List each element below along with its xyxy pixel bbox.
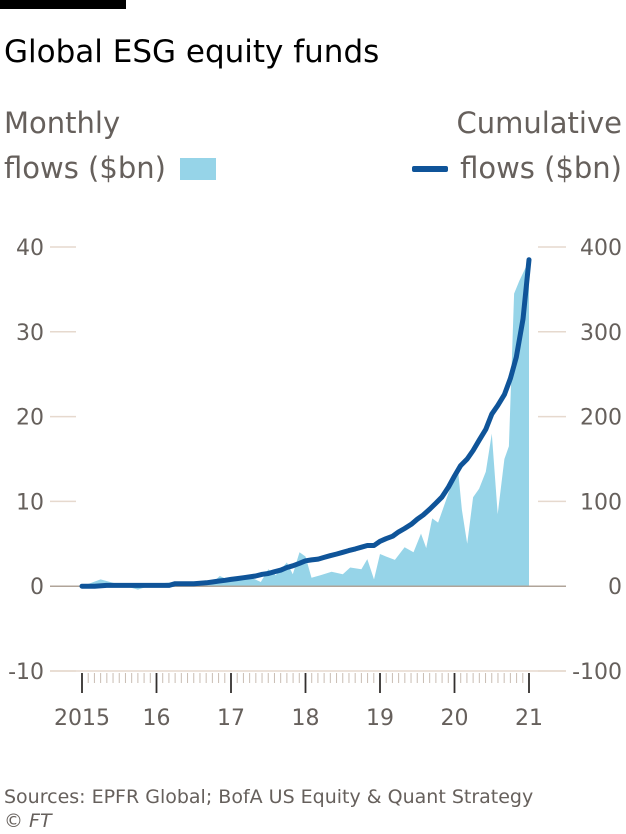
- legend-monthly-label-line1: Monthly: [4, 106, 121, 140]
- right-tick-label: 200: [580, 406, 622, 431]
- left-tick-label: 40: [16, 236, 44, 261]
- monthly-flows-area: [82, 262, 529, 590]
- right-axis-ticks: 400 300 200 100 0 -100: [572, 236, 622, 685]
- title-rule: [0, 0, 126, 9]
- legend-cumulative-label-line2: flows ($bn): [460, 151, 622, 185]
- legend-cumulative-swatch: [412, 166, 448, 172]
- chart-title: Global ESG equity funds: [4, 34, 380, 70]
- legend-monthly-label-line2: flows ($bn): [4, 151, 166, 185]
- x-tick-label: 21: [515, 706, 543, 731]
- right-tick-label: 100: [580, 490, 622, 515]
- left-tick-label: 20: [16, 406, 44, 431]
- source-note: Sources: EPFR Global; BofA US Equity & Q…: [4, 786, 534, 808]
- x-axis: 2015 16 17 18 19 20 21: [50, 670, 566, 731]
- right-tick-label: 300: [580, 321, 622, 346]
- left-tick-label: 10: [16, 490, 44, 515]
- right-tick-label: 400: [580, 236, 622, 261]
- cumulative-flows-line: [79, 257, 532, 589]
- copyright-note: © FT: [4, 810, 52, 832]
- left-tick-label: -10: [8, 660, 44, 685]
- x-tick-label: 2015: [54, 706, 110, 731]
- left-axis-ticks: 40 30 20 10 0 -10: [8, 236, 44, 685]
- x-tick-label: 20: [441, 706, 469, 731]
- x-tick-label: 16: [143, 706, 171, 731]
- right-tick-label: -100: [572, 660, 622, 685]
- left-tick-label: 30: [16, 321, 44, 346]
- legend-monthly-swatch: [180, 158, 216, 180]
- left-tick-label: 0: [30, 575, 44, 600]
- x-tick-label: 17: [217, 706, 245, 731]
- x-tick-label: 19: [366, 706, 394, 731]
- legend-cumulative-label-line1: Cumulative: [456, 106, 622, 140]
- right-tick-label: 0: [608, 575, 622, 600]
- x-tick-label: 18: [292, 706, 320, 731]
